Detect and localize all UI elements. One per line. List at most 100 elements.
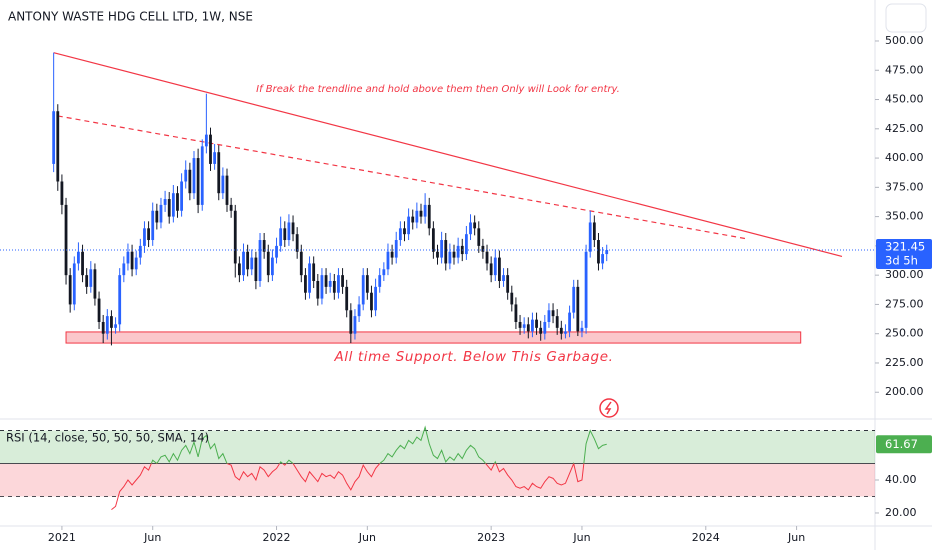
candle-body [580, 327, 584, 332]
candle-body [283, 228, 287, 241]
candle-body [485, 251, 489, 264]
candle-body [242, 251, 245, 276]
candle-body [163, 199, 167, 205]
candle-body [361, 275, 365, 305]
candle-body [85, 275, 89, 287]
candle-body [518, 321, 522, 328]
candle-body [551, 310, 555, 317]
candle-body [237, 263, 241, 276]
candle-body [370, 292, 373, 311]
y-tick-label: 250.00 [885, 327, 924, 340]
candle-body [213, 152, 217, 164]
candle-body [271, 257, 274, 276]
candle-body [522, 324, 526, 328]
candle-body [81, 251, 84, 276]
candle-body [167, 199, 171, 217]
candle-body [275, 245, 278, 258]
candle-body [464, 234, 468, 255]
last-price-box [876, 239, 932, 270]
candle-body [105, 316, 109, 334]
candle-body [543, 321, 547, 334]
candle-body [337, 275, 340, 293]
candle-body [143, 228, 146, 246]
rsi-value-label: 61.67 [885, 437, 918, 451]
candle-body [584, 251, 588, 328]
candle-body [403, 228, 406, 235]
candle-body [118, 275, 122, 325]
candle-body [225, 175, 229, 205]
y-tick-label: 300.00 [885, 268, 924, 281]
event-icon[interactable] [599, 398, 619, 418]
candle-body [316, 281, 320, 299]
candle-body [266, 251, 270, 276]
candle-body [110, 316, 113, 328]
annotation: All time Support. Below This Garbage. [333, 349, 613, 365]
candle-body [415, 210, 419, 223]
x-tick-label: 2024 [692, 531, 720, 544]
x-tick-label: 2021 [48, 531, 76, 544]
x-tick-label: Jun [358, 531, 376, 544]
candle-body [246, 251, 250, 270]
candle-body [217, 152, 221, 194]
settings-button[interactable] [885, 3, 927, 33]
candle-body [448, 251, 452, 264]
candle-body [130, 251, 134, 270]
candle-body [134, 257, 138, 270]
candle-body [320, 275, 324, 299]
candle-body [200, 146, 204, 205]
candle-body [77, 251, 80, 264]
candle-body [114, 324, 117, 328]
candle-body [324, 275, 328, 287]
candle-body [601, 254, 604, 264]
candle-body [506, 275, 510, 293]
candle-body [394, 240, 398, 258]
support-zone [65, 331, 802, 344]
candle-body [597, 240, 600, 264]
candle-body [184, 169, 188, 182]
candle-body [431, 228, 435, 252]
candle-body [477, 228, 481, 246]
candle-body [555, 316, 559, 328]
candle-body [539, 327, 543, 334]
y-tick-label: 375.00 [885, 180, 924, 193]
candle-body [452, 251, 456, 258]
candle-body [456, 245, 460, 258]
candle-body [295, 234, 299, 252]
candle-body [535, 319, 538, 328]
candle-body [411, 216, 415, 223]
candle-body [254, 257, 258, 282]
y-tick-label: 225.00 [885, 356, 924, 369]
candle-body [308, 263, 311, 293]
candle-body [159, 204, 163, 223]
candle-body [357, 304, 361, 317]
last-price-label: 321.45 [885, 240, 925, 254]
candle-body [196, 158, 200, 205]
candle-body [89, 269, 93, 287]
candle-body [423, 204, 427, 217]
candle-body [374, 286, 377, 311]
candle-body [592, 222, 596, 241]
rsi-tick-label: 20.00 [885, 506, 917, 519]
candle-body [345, 286, 349, 311]
candle-body [64, 204, 68, 276]
candle-body [588, 222, 592, 252]
candle-body [126, 251, 130, 264]
candle-body [93, 269, 97, 299]
y-tick-label: 475.00 [885, 63, 924, 76]
candle-body [440, 240, 444, 258]
candle-body [97, 298, 101, 322]
candle-body [514, 304, 518, 322]
candle-body [427, 204, 431, 229]
candle-body [332, 281, 336, 293]
x-tick-label: Jun [787, 531, 805, 544]
candle-body [498, 257, 501, 282]
candle-body [279, 228, 283, 246]
candle-body [469, 222, 472, 235]
y-tick-label: 275.00 [885, 297, 924, 310]
candle-body [155, 210, 159, 223]
candle-body [510, 292, 514, 305]
trendline [53, 52, 843, 258]
